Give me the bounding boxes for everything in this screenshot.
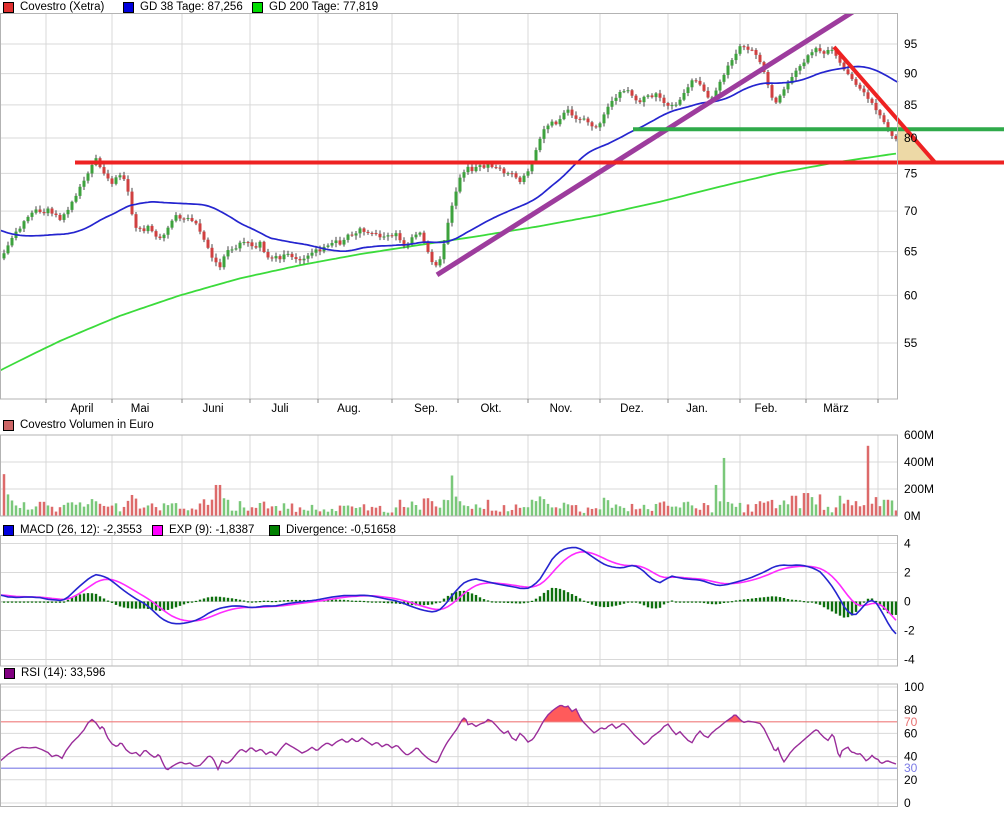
legend-item-gd38: GD 38 Tage: 87,256 (123, 1, 243, 13)
volume-swatch-icon (3, 419, 14, 431)
rsi-axis-label: 40 (904, 750, 918, 764)
rsi-chart (0, 704, 898, 772)
macd-axis-label: -2 (904, 624, 915, 638)
legend-item-gd200: GD 200 Tage: 77,819 (252, 1, 378, 13)
volume-axis-label: 200M (904, 482, 934, 496)
rsi-axis-label: 70 (904, 715, 918, 729)
month-label: Dez. (620, 403, 644, 415)
legend-label: EXP (9): -1,8387 (169, 524, 255, 536)
price-axis-label: 90 (904, 67, 918, 81)
legend-item-divergence: Divergence: -0,51658 (269, 524, 396, 536)
volume-axis-label: 400M (904, 455, 934, 469)
month-label: Mai (131, 403, 150, 415)
red-swatch-icon (3, 1, 14, 13)
legend-label: Divergence: -0,51658 (286, 524, 396, 536)
macd-axis-label: 4 (904, 537, 911, 551)
legend-item-rsi: RSI (14): 33,596 (4, 667, 105, 679)
price-axis-label: 85 (904, 98, 918, 112)
rsi-axis-label: 100 (904, 680, 924, 694)
month-label: Nov. (550, 403, 573, 415)
legend-item-covestro: Covestro (Xetra) (3, 1, 104, 13)
macd-axis-label: 2 (904, 566, 911, 580)
legend-item-volume: Covestro Volumen in Euro (3, 419, 154, 431)
rsi-axis-label: 20 (904, 773, 918, 787)
legend-label: MACD (26, 12): -2,3553 (20, 524, 143, 536)
price-axis-label: 70 (904, 204, 918, 218)
legend-label: Covestro (Xetra) (20, 1, 105, 13)
legend-label: GD 38 Tage: 87,256 (140, 1, 243, 13)
rsi-axis-label: 0 (904, 796, 911, 810)
blue-swatch-icon (123, 1, 134, 13)
macd-axis-label: -4 (904, 653, 915, 667)
legend-item-exp9: EXP (9): -1,8387 (152, 524, 254, 536)
price-axis-label: 95 (904, 37, 918, 51)
legend-label: GD 200 Tage: 77,819 (269, 1, 379, 13)
month-label: Jan. (686, 403, 708, 415)
legend-label: Covestro Volumen in Euro (20, 419, 154, 431)
month-label: Aug. (337, 403, 361, 415)
macd-chart (0, 546, 898, 635)
legend-item-macd: MACD (26, 12): -2,3553 (3, 524, 142, 536)
price-axis-label: 55 (904, 336, 918, 350)
price-axis-label: 80 (904, 131, 918, 145)
month-label: März (823, 403, 849, 415)
volume-chart (2, 445, 898, 516)
price-axis-label: 75 (904, 166, 918, 180)
month-label: Feb. (754, 403, 777, 415)
magenta-swatch-icon (152, 524, 163, 536)
purple-swatch-icon (4, 667, 15, 679)
rsi-axis-label: 30 (904, 761, 918, 775)
month-label: Juli (271, 403, 288, 415)
blue-swatch-icon (3, 524, 14, 536)
rsi-axis-label: 60 (904, 726, 918, 740)
price-axis-label: 65 (904, 245, 918, 259)
macd-axis-label: 0 (904, 595, 911, 609)
price-axis-label: 60 (904, 288, 918, 302)
volume-axis-label: 0M (904, 509, 921, 523)
legend-label: RSI (14): 33,596 (21, 667, 106, 679)
month-label: Okt. (480, 403, 501, 415)
month-label: Juni (202, 403, 223, 415)
month-label: Sep. (414, 403, 438, 415)
rsi-axis-label: 80 (904, 703, 918, 717)
month-label: April (70, 403, 93, 415)
green-swatch-icon (252, 1, 263, 13)
darkgreen-swatch-icon (269, 524, 280, 536)
price-chart (0, 13, 1004, 372)
volume-axis-label: 600M (904, 428, 934, 442)
